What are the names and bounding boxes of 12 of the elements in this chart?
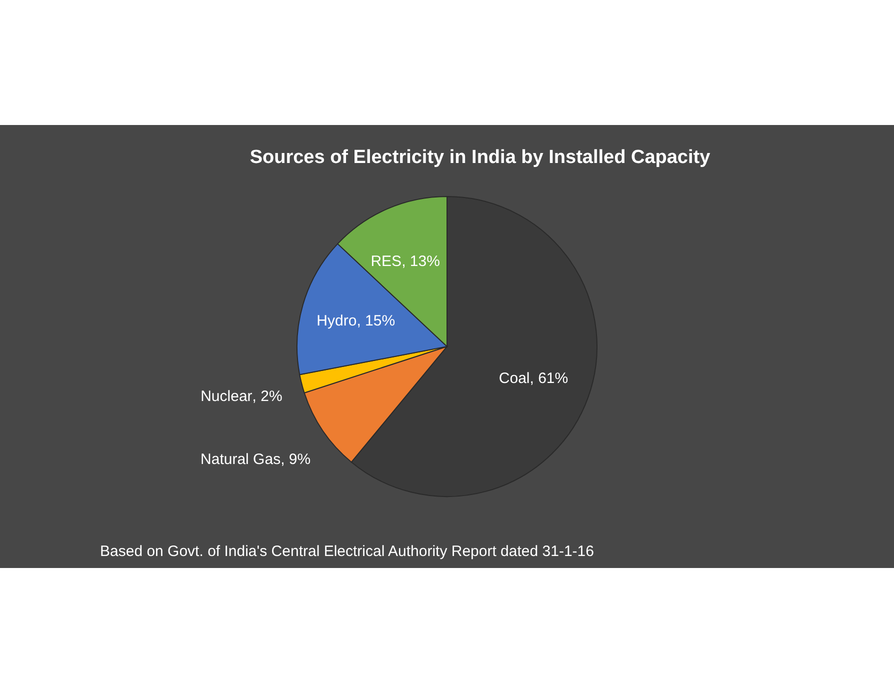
data-label: , 61% [530,370,568,388]
slice-label: Coal [498,370,530,388]
data-label: , 13% [402,253,440,270]
slice-label: Nuclear [200,388,252,406]
chart-title: Sources of Electricity in India by Installed Capacity [250,147,711,168]
data-label: , 9% [280,450,311,468]
slice-label: Hydro [316,312,357,330]
data-label: , 15% [356,312,396,330]
slice-label: Natural Gas [200,450,281,468]
slice-label: RES [370,253,402,270]
data-label: , 2% [252,388,282,406]
text: Based on Govt. of India's Central Electrical Authority Report dated 31-1-16 [100,543,594,560]
